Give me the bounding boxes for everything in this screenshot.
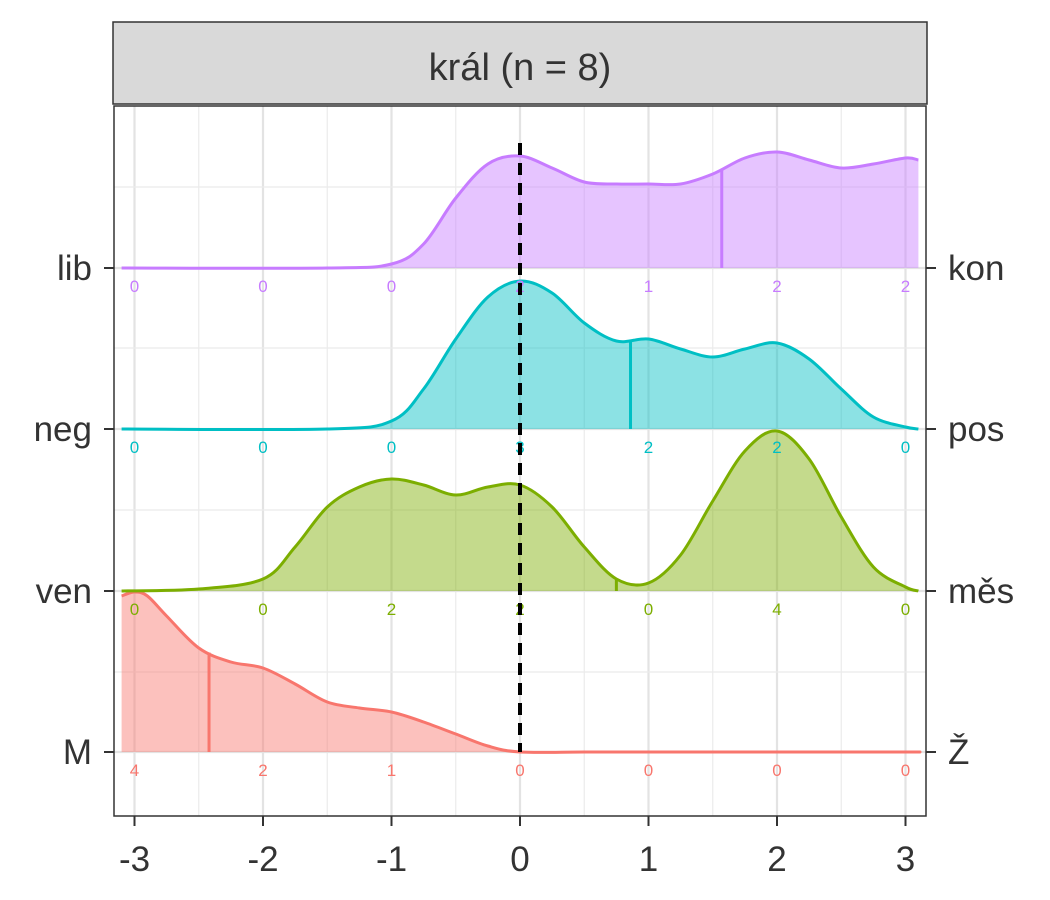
density-line [121,279,919,432]
count-label: 0 [644,600,653,619]
count-label: 2 [644,438,653,457]
y-label-right: kon [948,249,1004,288]
count-label: 0 [515,761,524,780]
density-series-M-Ž: 4 2 1 0 0 0 0 [121,590,922,780]
count-label: 0 [901,438,910,457]
count-label: 0 [258,600,267,619]
y-label-left: lib [57,249,92,288]
count-label: 2 [772,438,781,457]
density-area [121,592,920,753]
density-line [121,429,919,593]
y-label-left: neg [34,410,92,449]
count-label: 2 [772,277,781,296]
x-tick-label: -2 [247,840,278,879]
count-label: 0 [387,438,396,457]
x-tick-label: 2 [767,840,786,879]
count-label: 2 [901,277,910,296]
count-label: 4 [772,600,781,619]
count-label: 2 [258,761,267,780]
count-label: 0 [130,277,139,296]
count-label: 0 [130,600,139,619]
count-label: 0 [901,761,910,780]
count-label: 1 [387,761,396,780]
count-label: 4 [130,761,139,780]
x-tick-label: 1 [639,840,658,879]
y-label-right: pos [948,410,1004,449]
count-label: 0 [258,438,267,457]
x-tick-label: -1 [376,840,407,879]
count-label: 1 [644,277,653,296]
count-label: 0 [130,438,139,457]
y-label-left: M [63,733,92,772]
x-tick-label: 3 [896,840,915,879]
x-tick-label: 0 [510,840,529,879]
y-label-right: Ž [948,733,969,772]
y-label-right: měs [948,572,1014,611]
density-line [121,590,922,754]
count-label: 0 [901,600,910,619]
density-area [121,280,919,430]
x-tick-label: -3 [119,840,150,879]
chart-title: král (n = 8) [429,47,612,89]
count-label: 2 [387,600,396,619]
count-label: 0 [772,761,781,780]
y-label-left: ven [36,572,92,611]
density-line [121,150,919,270]
strip-background [112,21,928,105]
count-label: 0 [258,277,267,296]
count-label: 0 [644,761,653,780]
count-label: 0 [387,277,396,296]
